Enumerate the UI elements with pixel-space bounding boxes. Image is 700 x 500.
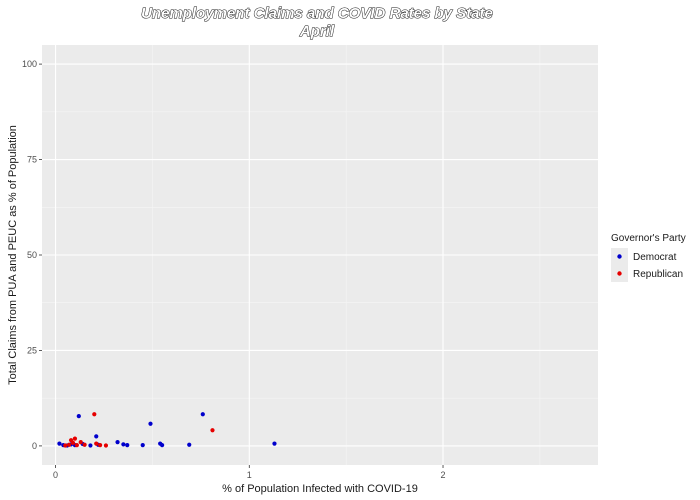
data-point-republican	[67, 442, 72, 447]
y-tick-label: 0	[32, 441, 37, 451]
data-point-republican	[70, 440, 76, 445]
data-point-republican	[72, 436, 78, 441]
data-point-republican	[82, 442, 87, 447]
data-point-democrat	[94, 434, 99, 439]
data-point-democrat	[57, 441, 62, 446]
data-point-democrat	[121, 442, 126, 447]
y-tick-label: 100	[22, 59, 37, 69]
data-point-republican	[78, 439, 83, 445]
data-point-republican	[92, 412, 97, 417]
chart-title: Unemployment Claims and COVID Rates by S…	[141, 5, 493, 22]
data-point-democrat	[272, 441, 277, 446]
data-point-democrat	[115, 439, 120, 445]
legend: Governor's Party Democrat Republican	[611, 233, 686, 282]
x-axis-ticks: 0 1 2	[53, 465, 446, 480]
y-axis-ticks: 0 25 50 75 100	[22, 59, 42, 451]
x-tick-label: 1	[247, 470, 252, 480]
x-tick-label: 2	[441, 470, 446, 480]
legend-marker-republican	[617, 271, 622, 276]
data-point-democrat	[160, 443, 165, 448]
legend-label-republican: Republican	[633, 269, 683, 280]
x-axis-label: % of Population Infected with COVID-19	[222, 483, 418, 495]
data-point-democrat	[88, 443, 93, 448]
data-point-republican	[103, 443, 109, 448]
y-axis-label: Total Claims from PUA and PEUC as % of P…	[7, 125, 19, 385]
data-point-republican	[94, 441, 99, 446]
legend-label-democrat: Democrat	[633, 252, 677, 263]
data-point-democrat	[200, 412, 205, 417]
data-points	[57, 412, 277, 448]
y-tick-label: 75	[27, 155, 37, 165]
x-tick-label: 0	[53, 470, 58, 480]
data-point-republican	[74, 443, 79, 448]
y-tick-label: 50	[27, 250, 37, 260]
data-point-democrat	[187, 442, 192, 447]
grid-major	[42, 45, 598, 465]
legend-marker-democrat	[617, 254, 622, 259]
legend-title: Governor's Party	[611, 233, 686, 244]
data-point-democrat	[125, 443, 130, 448]
data-point-republican	[210, 428, 215, 433]
data-point-democrat	[148, 421, 153, 426]
data-point-republican	[98, 443, 103, 448]
data-point-democrat	[76, 414, 81, 419]
chart-subtitle: April	[299, 23, 335, 40]
data-point-democrat	[140, 443, 145, 448]
y-tick-label: 25	[27, 345, 37, 355]
data-point-republican	[63, 443, 68, 448]
